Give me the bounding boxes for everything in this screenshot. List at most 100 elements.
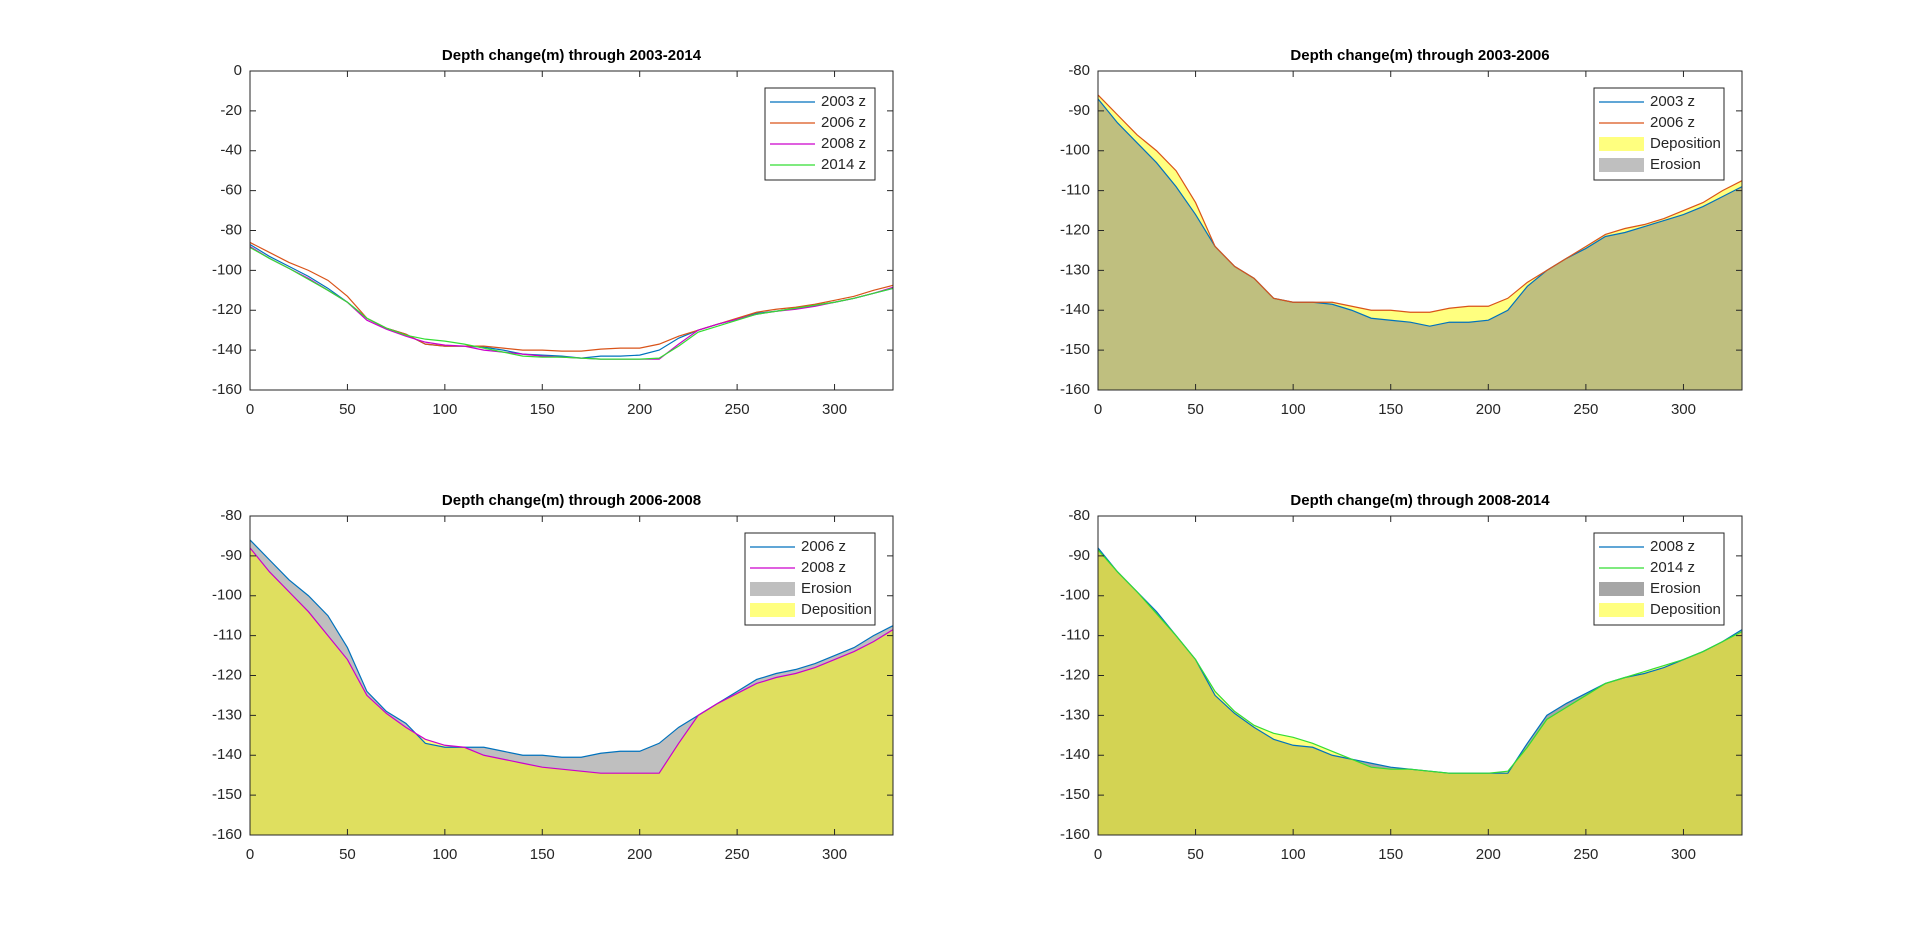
- chart-title: Depth change(m) through 2008-2014: [1290, 492, 1550, 509]
- x-tick-label: 0: [246, 846, 254, 863]
- legend-label: 2006 z: [1650, 114, 1695, 131]
- legend-label: Erosion: [1650, 580, 1701, 597]
- y-tick-label: -160: [212, 826, 242, 843]
- legend-label: 2008 z: [1650, 538, 1695, 555]
- x-tick-label: 100: [1281, 401, 1306, 418]
- legend-label: 2008 z: [821, 135, 866, 152]
- x-tick-label: 50: [1187, 401, 1204, 418]
- legend-swatch: [750, 603, 795, 617]
- legend-label: Deposition: [1650, 135, 1721, 152]
- legend-label: Deposition: [801, 601, 872, 618]
- x-tick-label: 150: [530, 846, 555, 863]
- x-tick-label: 250: [725, 846, 750, 863]
- x-tick-label: 300: [1671, 401, 1696, 418]
- x-tick-label: 0: [246, 401, 254, 418]
- x-tick-label: 250: [1573, 846, 1598, 863]
- y-tick-label: -100: [212, 587, 242, 604]
- y-tick-label: -110: [213, 627, 242, 644]
- x-tick-label: 50: [339, 846, 356, 863]
- subplot: 0 50 100 150 200 250 300 -160 -140 -120 -100 -80 -60…: [212, 47, 894, 418]
- line: [249, 246, 894, 360]
- y-tick-label: -140: [1060, 746, 1090, 763]
- subplot: 0 50 100 150 200 250 300 -160 -150 -140 -130 -120 -1…: [212, 492, 894, 863]
- y-tick-label: -140: [212, 341, 242, 358]
- y-tick-label: -100: [1060, 142, 1090, 159]
- legend-label: 2003 z: [821, 93, 866, 110]
- x-tick-label: 0: [1094, 846, 1102, 863]
- legend-swatch: [1599, 158, 1644, 172]
- x-tick-label: 200: [1476, 401, 1501, 418]
- area: [1098, 549, 1742, 835]
- x-tick-label: 100: [1281, 846, 1306, 863]
- legend-box: [744, 532, 876, 626]
- legend-label: Erosion: [1650, 156, 1701, 173]
- x-tick-label: 300: [822, 401, 847, 418]
- line: [249, 241, 894, 352]
- x-tick-label: 150: [530, 401, 555, 418]
- x-tick-label: 200: [627, 846, 652, 863]
- legend-label: 2008 z: [801, 559, 846, 576]
- y-tick-label: -100: [212, 261, 242, 278]
- y-tick-label: -150: [1060, 341, 1090, 358]
- y-tick-label: -90: [1068, 547, 1090, 564]
- y-tick-label: -110: [1061, 182, 1090, 199]
- x-tick-label: 200: [627, 401, 652, 418]
- y-tick-label: -120: [1060, 666, 1090, 683]
- x-tick-label: 300: [822, 846, 847, 863]
- y-tick-label: -130: [1060, 261, 1090, 278]
- x-tick-label: 0: [1094, 401, 1102, 418]
- x-tick-label: 250: [725, 401, 750, 418]
- y-tick-label: -160: [1060, 826, 1090, 843]
- x-tick-label: 50: [339, 401, 356, 418]
- x-tick-label: 200: [1476, 846, 1501, 863]
- legend-swatch: [750, 582, 795, 596]
- area: [250, 547, 893, 835]
- y-tick-label: -40: [220, 142, 242, 159]
- line: [1097, 549, 1743, 774]
- legend-swatch: [1599, 137, 1644, 151]
- y-tick-label: -130: [212, 706, 242, 723]
- y-tick-label: -100: [1060, 587, 1090, 604]
- y-tick-label: -140: [212, 746, 242, 763]
- x-tick-label: 300: [1671, 846, 1696, 863]
- x-tick-label: 150: [1378, 846, 1403, 863]
- area: [1098, 98, 1742, 390]
- y-tick-label: -20: [220, 102, 242, 119]
- y-tick-label: -60: [220, 182, 242, 199]
- y-tick-label: -140: [1060, 301, 1090, 318]
- subplot: 0 50 100 150 200 250 300 -160 -150 -140 -130 -120 -1…: [1060, 47, 1743, 418]
- y-tick-label: -130: [1060, 706, 1090, 723]
- legend-swatch: [1599, 603, 1644, 617]
- y-tick-label: -150: [212, 786, 242, 803]
- y-tick-label: -80: [1068, 507, 1090, 524]
- legend-label: 2006 z: [801, 538, 846, 555]
- y-tick-label: -80: [1068, 62, 1090, 79]
- x-tick-label: 250: [1573, 401, 1598, 418]
- chart-title: Depth change(m) through 2006-2008: [442, 492, 701, 509]
- line: [249, 547, 894, 774]
- y-tick-label: -110: [1061, 627, 1090, 644]
- subplot: 0 50 100 150 200 250 300 -160 -150 -140 -130 -120 -1…: [1060, 492, 1743, 863]
- legend-label: 2014 z: [821, 156, 866, 173]
- legend-label: 2003 z: [1650, 93, 1695, 110]
- y-tick-label: -160: [1060, 381, 1090, 398]
- line: [249, 539, 894, 758]
- y-tick-label: -150: [1060, 786, 1090, 803]
- legend-swatch: [1599, 582, 1644, 596]
- chart-title: Depth change(m) through 2003-2014: [442, 47, 702, 64]
- y-tick-label: -160: [212, 381, 242, 398]
- line: [1097, 94, 1743, 313]
- y-tick-label: -90: [1068, 102, 1090, 119]
- y-tick-label: -120: [212, 666, 242, 683]
- legend-label: Deposition: [1650, 601, 1721, 618]
- y-tick-label: -90: [220, 547, 242, 564]
- line: [1097, 98, 1743, 327]
- x-tick-label: 100: [432, 846, 457, 863]
- x-tick-label: 150: [1378, 401, 1403, 418]
- y-tick-label: -120: [1060, 221, 1090, 238]
- legend-label: Erosion: [801, 580, 852, 597]
- y-tick-label: -80: [220, 507, 242, 524]
- y-tick-label: -80: [220, 221, 242, 238]
